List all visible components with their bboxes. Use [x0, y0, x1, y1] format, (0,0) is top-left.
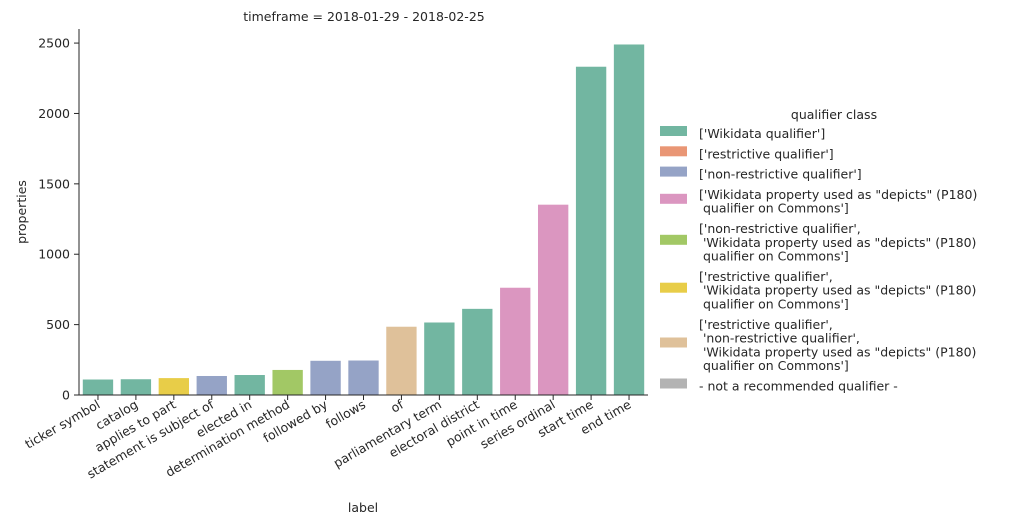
legend-label: qualifier on Commons'] [699, 358, 849, 373]
legend-label: qualifier on Commons'] [699, 201, 849, 216]
legend-swatch [660, 337, 687, 348]
legend-swatch [660, 282, 687, 293]
bar [196, 375, 227, 395]
y-tick-label: 1500 [38, 176, 70, 191]
x-tick-label: of [388, 396, 406, 415]
legend-label: 'Wikidata property used as "depicts" (P1… [699, 344, 976, 359]
bar [575, 66, 607, 396]
chart-title: timeframe = 2018-01-29 - 2018-02-25 [243, 9, 484, 24]
legend-label: - not a recommended qualifier - [699, 379, 898, 394]
bar [310, 360, 341, 395]
legend-swatch [660, 146, 687, 157]
x-axis-label: label [348, 500, 378, 515]
bar [462, 308, 493, 395]
y-axis: 0 500 1000 1500 2000 2500 [38, 29, 80, 403]
legend-label: ['non-restrictive qualifier'] [699, 167, 862, 182]
legend-label: ['restrictive qualifier', [699, 269, 833, 284]
bar [537, 204, 569, 395]
bar [424, 322, 455, 395]
legend-label: ['Wikidata qualifier'] [699, 126, 825, 141]
bar [500, 287, 531, 395]
x-tick-label: ticker symbol [22, 397, 102, 452]
legend-label: ['Wikidata property used as "depicts" (P… [699, 187, 977, 202]
bar [82, 379, 114, 395]
y-tick-label: 1000 [38, 247, 70, 262]
bar [613, 44, 645, 395]
legend: qualifier class ['Wikidata qualifier'] ['… [660, 107, 977, 394]
bar [234, 375, 265, 395]
legend-swatch [660, 193, 687, 204]
bars-group [82, 44, 645, 396]
legend-title: qualifier class [791, 107, 877, 122]
legend-label: ['restrictive qualifier', [699, 317, 833, 332]
legend-label: ['restrictive qualifier'] [699, 146, 834, 161]
legend-swatch [660, 234, 687, 245]
x-tick-label: follows [323, 397, 368, 432]
y-tick-label: 2500 [38, 36, 70, 51]
legend-swatch [660, 378, 687, 389]
legend-label: ['non-restrictive qualifier', [699, 221, 861, 236]
y-axis-label: properties [14, 180, 29, 244]
bar [158, 378, 190, 395]
legend-label: qualifier on Commons'] [699, 249, 849, 264]
legend-label: 'Wikidata property used as "depicts" (P1… [699, 235, 976, 250]
legend-swatch [660, 166, 687, 177]
y-tick-label: 500 [46, 317, 70, 332]
legend-label: qualifier on Commons'] [699, 297, 849, 312]
legend-label: 'Wikidata property used as "depicts" (P1… [699, 283, 976, 298]
bar [348, 360, 379, 395]
bar [386, 326, 417, 395]
bar [272, 369, 303, 395]
y-tick-label: 0 [62, 388, 70, 403]
legend-label: 'non-restrictive qualifier', [699, 331, 860, 346]
bar [120, 379, 152, 395]
legend-swatch [660, 126, 687, 136]
y-tick-label: 2000 [38, 106, 70, 121]
